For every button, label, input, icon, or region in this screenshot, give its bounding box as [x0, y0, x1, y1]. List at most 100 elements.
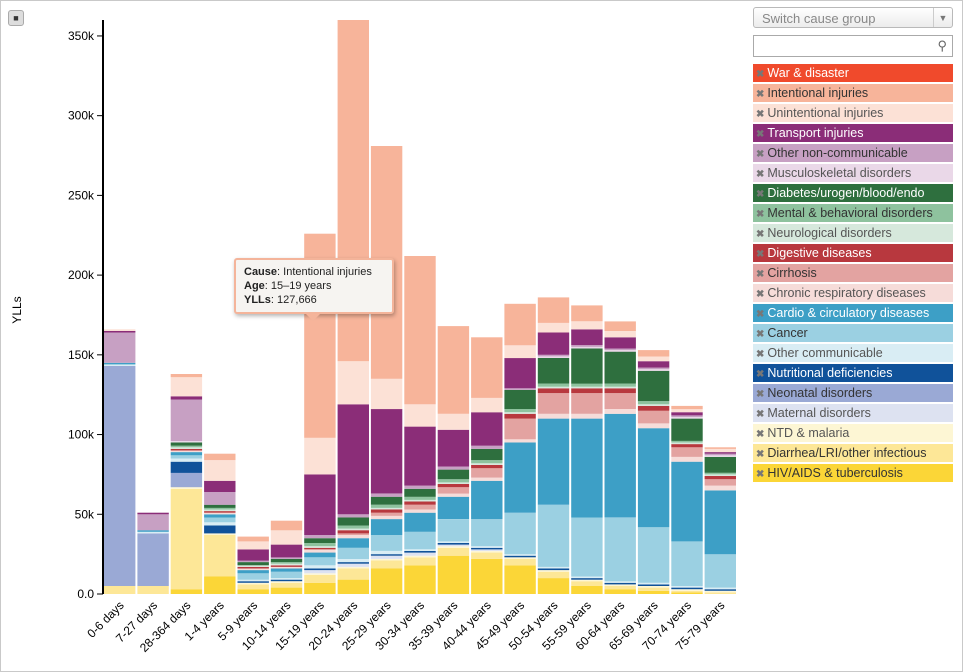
- bar-segment[interactable]: [270, 579, 303, 582]
- bar-segment[interactable]: [170, 399, 203, 442]
- bar-segment[interactable]: [671, 592, 703, 594]
- legend-item[interactable]: ✖ Mental & behavioral disorders: [753, 204, 953, 222]
- remove-icon[interactable]: ✖: [756, 329, 765, 340]
- bar-segment[interactable]: [104, 366, 136, 586]
- bar-segment[interactable]: [471, 558, 503, 594]
- bar-segment[interactable]: [170, 488, 203, 590]
- bar-segment[interactable]: [537, 568, 570, 571]
- legend-item[interactable]: ✖ Other communicable: [753, 344, 953, 362]
- bar-segment[interactable]: [370, 551, 403, 555]
- bar-segment[interactable]: [404, 426, 436, 486]
- legend-item[interactable]: ✖ Cirrhosis: [753, 264, 953, 282]
- bar-segment[interactable]: [571, 329, 603, 346]
- bar-segment[interactable]: [571, 413, 603, 419]
- bar-segment[interactable]: [571, 418, 603, 518]
- bar-segment[interactable]: [471, 547, 503, 550]
- bar-segment[interactable]: [504, 389, 536, 409]
- remove-icon[interactable]: ✖: [756, 269, 765, 280]
- bar-segment[interactable]: [270, 571, 303, 579]
- bar-segment[interactable]: [471, 480, 503, 520]
- bar-segment[interactable]: [471, 519, 503, 547]
- bar-segment[interactable]: [604, 409, 636, 414]
- remove-icon[interactable]: ✖: [756, 69, 765, 80]
- legend-item[interactable]: ✖ Digestive diseases: [753, 244, 953, 262]
- bar-segment[interactable]: [504, 418, 536, 440]
- bar-segment[interactable]: [104, 329, 136, 331]
- bar-segment[interactable]: [204, 522, 236, 526]
- bar-segment[interactable]: [704, 453, 736, 456]
- legend-item[interactable]: ✖ Other non-communicable: [753, 144, 953, 162]
- bar-segment[interactable]: [671, 412, 703, 416]
- bar-segment[interactable]: [671, 444, 703, 448]
- bar-segment[interactable]: [404, 404, 436, 427]
- bar-segment[interactable]: [204, 492, 236, 505]
- bar-segment[interactable]: [304, 557, 336, 566]
- search-icon[interactable]: ⚲: [937, 38, 947, 53]
- bar-segment[interactable]: [304, 582, 336, 594]
- bar-segment[interactable]: [337, 538, 369, 548]
- bar-segment[interactable]: [404, 256, 436, 405]
- bar-segment[interactable]: [637, 356, 670, 362]
- bar-segment[interactable]: [204, 509, 236, 512]
- remove-icon[interactable]: ✖: [756, 169, 765, 180]
- bar-segment[interactable]: [404, 552, 436, 556]
- bar-segment[interactable]: [304, 574, 336, 583]
- bar-segment[interactable]: [137, 514, 169, 531]
- bar-segment[interactable]: [604, 584, 636, 586]
- bar-segment[interactable]: [537, 388, 570, 394]
- bar-segment[interactable]: [437, 544, 470, 547]
- bar-segment[interactable]: [304, 546, 336, 548]
- remove-icon[interactable]: ✖: [756, 129, 765, 140]
- bar-segment[interactable]: [437, 519, 470, 542]
- bar-segment[interactable]: [270, 562, 303, 564]
- legend-item[interactable]: ✖ Diabetes/urogen/blood/endo: [753, 184, 953, 202]
- bar-segment[interactable]: [370, 554, 403, 556]
- chevron-down-icon[interactable]: ▼: [933, 8, 952, 27]
- bar-segment[interactable]: [304, 547, 336, 550]
- bar-segment[interactable]: [471, 477, 503, 481]
- bar-segment[interactable]: [204, 576, 236, 595]
- bar-segment[interactable]: [404, 512, 436, 532]
- bar-segment[interactable]: [204, 514, 236, 518]
- bar-segment[interactable]: [204, 511, 236, 513]
- bar-segment[interactable]: [571, 348, 603, 384]
- bar-segment[interactable]: [637, 428, 670, 528]
- bar-segment[interactable]: [237, 562, 269, 566]
- bar-segment[interactable]: [304, 549, 336, 553]
- bar-segment[interactable]: [637, 370, 670, 402]
- bar-segment[interactable]: [571, 579, 603, 582]
- bar-segment[interactable]: [571, 517, 603, 577]
- bar-segment[interactable]: [337, 404, 369, 515]
- bar-segment[interactable]: [704, 447, 736, 449]
- bar-segment[interactable]: [537, 356, 570, 358]
- bar-segment[interactable]: [270, 587, 303, 594]
- bar-segment[interactable]: [671, 461, 703, 542]
- bar-segment[interactable]: [471, 468, 503, 478]
- remove-icon[interactable]: ✖: [756, 249, 765, 260]
- bar-segment[interactable]: [270, 544, 303, 558]
- bar-segment[interactable]: [637, 401, 670, 405]
- bar-segment[interactable]: [671, 415, 703, 417]
- bar-segment[interactable]: [237, 536, 269, 542]
- bar-segment[interactable]: [671, 440, 703, 443]
- bar-segment[interactable]: [671, 405, 703, 410]
- bar-segment[interactable]: [704, 554, 736, 588]
- bar-segment[interactable]: [204, 535, 236, 577]
- bar-segment[interactable]: [604, 517, 636, 582]
- bar-segment[interactable]: [604, 413, 636, 518]
- bar-segment[interactable]: [704, 472, 736, 475]
- bar-segment[interactable]: [704, 456, 736, 473]
- legend-item[interactable]: ✖ Intentional injuries: [753, 84, 953, 102]
- bar-segment[interactable]: [304, 570, 336, 574]
- legend-item[interactable]: ✖ War & disaster: [753, 64, 953, 82]
- bar-segment[interactable]: [270, 520, 303, 531]
- bar-segment[interactable]: [270, 563, 303, 566]
- bar-segment[interactable]: [304, 543, 336, 547]
- bar-segment[interactable]: [471, 445, 503, 449]
- legend-item[interactable]: ✖ Chronic respiratory diseases: [753, 284, 953, 302]
- bar-segment[interactable]: [637, 350, 670, 357]
- bar-segment[interactable]: [571, 586, 603, 594]
- bar-segment[interactable]: [270, 558, 303, 563]
- bar-segment[interactable]: [370, 560, 403, 569]
- bar-segment[interactable]: [437, 466, 470, 470]
